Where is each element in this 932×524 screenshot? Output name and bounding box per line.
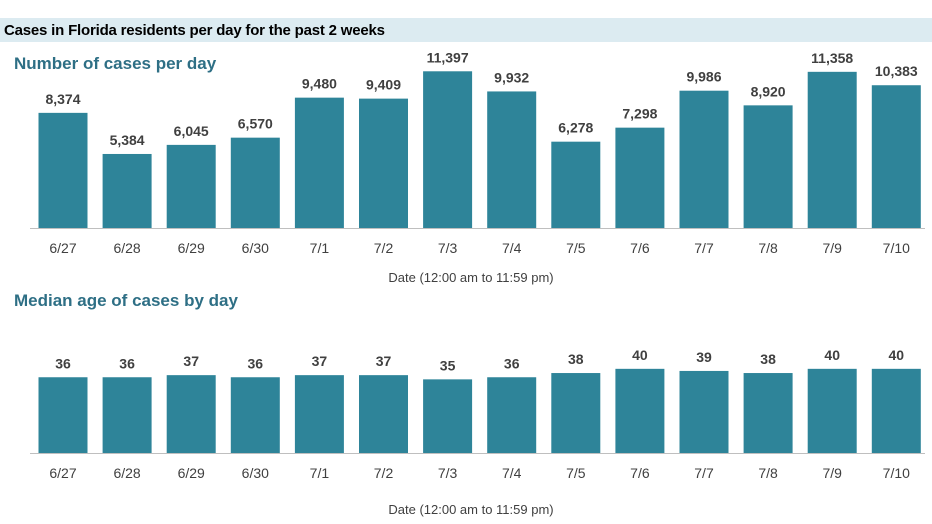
age-value-label: 40 [632, 347, 648, 363]
age-tick-label: 7/5 [566, 465, 586, 481]
age-tick-label: 7/4 [502, 465, 522, 481]
age-tick-label: 6/29 [178, 465, 205, 481]
cases-tick-label: 6/28 [113, 240, 140, 256]
cases-tick-label: 6/29 [178, 240, 205, 256]
age-bar [551, 373, 601, 453]
cases-bar [359, 98, 408, 228]
age-tick-label: 7/2 [374, 465, 394, 481]
cases-bar [871, 85, 921, 228]
cases-tick-label: 7/6 [630, 240, 650, 256]
cases-tick-label: 7/1 [310, 240, 330, 256]
age-tick-label: 7/10 [883, 465, 910, 481]
cases-value-label: 9,480 [302, 76, 337, 92]
age-bar [423, 379, 473, 453]
age-bar [294, 375, 344, 453]
cases-tick-label: 7/9 [822, 240, 842, 256]
age-tick-label: 7/8 [758, 465, 778, 481]
cases-value-label: 8,374 [45, 91, 80, 107]
page-title: Cases in Florida residents per day for t… [4, 22, 385, 39]
header-bar [0, 18, 932, 42]
age-value-label: 37 [312, 353, 328, 369]
age-bar [871, 368, 921, 453]
cases-tick-label: 7/7 [694, 240, 714, 256]
cases-tick-label: 7/5 [566, 240, 586, 256]
age-value-label: 36 [55, 355, 71, 371]
age-tick-label: 6/28 [113, 465, 140, 481]
cases-tick-label: 7/3 [438, 240, 458, 256]
cases-value-label: 8,920 [751, 83, 786, 99]
age-bar [166, 375, 216, 453]
cases-tick-label: 7/2 [374, 240, 394, 256]
cases-bar [423, 71, 473, 228]
age-bar [743, 373, 793, 453]
cases-value-label: 11,397 [427, 49, 469, 65]
age-tick-label: 6/30 [242, 465, 269, 481]
age-tick-label: 7/6 [630, 465, 650, 481]
age-value-label: 40 [824, 347, 840, 363]
age-bar [230, 377, 280, 453]
age-value-label: 36 [504, 355, 520, 371]
cases-bar [551, 141, 601, 228]
age-tick-label: 7/3 [438, 465, 458, 481]
cases-value-label: 6,278 [558, 120, 593, 136]
age-value-label: 38 [760, 351, 776, 367]
cases-bar [38, 112, 88, 228]
age-tick-label: 6/27 [49, 465, 76, 481]
cases-tick-label: 6/27 [49, 240, 76, 256]
age-tick-label: 7/9 [822, 465, 842, 481]
age-value-label: 36 [119, 355, 135, 371]
cases-bar [294, 97, 344, 229]
cases-value-label: 9,986 [686, 69, 721, 85]
cases-value-label: 9,932 [494, 69, 529, 85]
cases-bar [807, 71, 857, 228]
cases-bar [102, 153, 152, 228]
age-bar [102, 377, 152, 453]
age-tick-label: 7/1 [310, 465, 330, 481]
age-chart-title: Median age of cases by day [14, 291, 238, 310]
age-value-label: 36 [248, 355, 264, 371]
cases-value-label: 5,384 [110, 132, 145, 148]
cases-bar [679, 90, 729, 228]
cases-bar [615, 127, 665, 228]
cases-chart-title: Number of cases per day [14, 54, 217, 73]
age-value-label: 38 [568, 351, 584, 367]
cases-tick-label: 7/4 [502, 240, 522, 256]
cases-tick-label: 7/8 [758, 240, 778, 256]
cases-x-axis-label: Date (12:00 am to 11:59 pm) [388, 270, 553, 285]
cases-bar [166, 144, 216, 228]
cases-bar [743, 105, 793, 228]
cases-tick-label: 7/10 [883, 240, 910, 256]
cases-value-label: 6,045 [174, 123, 209, 139]
age-value-label: 40 [889, 347, 905, 363]
age-value-label: 39 [696, 349, 712, 365]
age-bar [679, 370, 729, 453]
age-bar [38, 377, 88, 453]
cases-tick-label: 6/30 [242, 240, 269, 256]
cases-bar [487, 91, 537, 228]
age-bar [807, 368, 857, 453]
age-tick-label: 7/7 [694, 465, 714, 481]
age-value-label: 37 [376, 353, 392, 369]
age-x-axis-label: Date (12:00 am to 11:59 pm) [388, 502, 553, 517]
age-value-label: 35 [440, 357, 456, 373]
cases-bar [230, 137, 280, 228]
age-bar [359, 375, 408, 453]
age-bar [615, 368, 665, 453]
cases-value-label: 6,570 [238, 116, 273, 132]
cases-value-label: 11,358 [811, 50, 853, 66]
cases-value-label: 10,383 [875, 63, 918, 79]
cases-value-label: 7,298 [622, 106, 657, 122]
cases-value-label: 9,409 [366, 77, 401, 93]
age-value-label: 37 [183, 353, 199, 369]
age-bar [487, 377, 537, 453]
